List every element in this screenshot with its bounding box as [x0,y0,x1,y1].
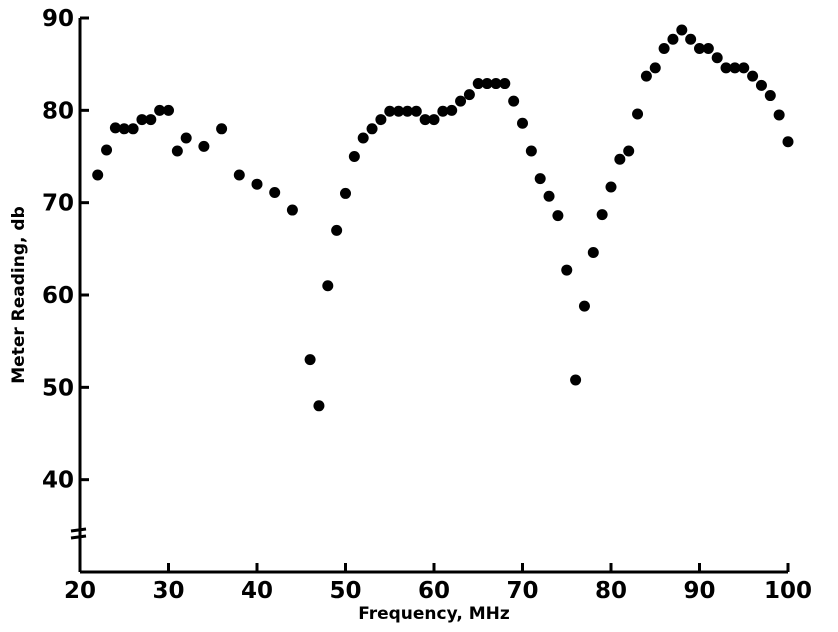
data-point [154,104,166,116]
data-point [384,105,396,117]
data-point [755,79,767,91]
data-point [676,24,688,36]
data-point [640,70,652,82]
x-tick-label: 30 [152,578,184,604]
y-tick-label: 90 [42,6,74,32]
data-point [694,42,705,54]
data-point [233,169,245,181]
data-point [304,354,316,366]
y-tick-label: 40 [42,468,74,494]
data-point [570,374,582,386]
data-point [490,78,502,90]
data-point [764,90,776,102]
data-point [499,78,511,90]
data-point [747,70,759,82]
data-point [587,247,599,259]
data-point [773,109,785,121]
data-point [534,173,546,185]
data-point [614,153,626,165]
data-point [561,264,573,276]
y-axis-label: Meter Reading, db [9,206,29,383]
data-point [286,204,298,216]
data-point [348,151,360,162]
data-point [552,210,564,222]
data-point [101,144,113,156]
data-point [738,62,750,74]
axes [70,18,788,574]
data-point [472,78,484,90]
data-point [419,114,431,126]
data-point [216,123,228,135]
data-point [720,62,732,74]
y-ticks: 40 50 60 70 80 90 [42,6,89,494]
data-point [269,187,281,199]
x-tick-label: 90 [683,578,715,604]
axis-break-mark [70,534,87,540]
data-point [428,114,440,126]
y-tick-label: 70 [42,191,74,217]
data-point [685,33,697,45]
data-point [163,104,174,116]
data-point [446,104,458,116]
data-point [357,132,369,144]
data-point [92,169,104,181]
data-point [393,105,405,117]
data-point [667,33,679,45]
data-point [525,145,537,157]
data-point [366,123,378,135]
y-tick-label: 60 [42,283,74,309]
data-point [109,122,121,134]
data-point [658,42,670,54]
data-point [118,123,130,135]
data-point [340,187,351,199]
data-point [198,140,210,152]
data-point [463,89,475,101]
data-point [180,132,192,144]
data-point [729,62,741,74]
data-point [136,114,148,126]
x-tick-label: 50 [329,578,361,604]
data-point [632,108,644,120]
data-point [322,280,334,292]
x-tick-label: 60 [418,578,450,604]
data-point [711,52,723,64]
data-point [578,300,590,312]
data-point [702,42,714,54]
data-point [517,117,528,129]
x-tick-label: 20 [64,578,96,604]
data-point [782,136,794,148]
data-point [145,114,157,126]
data-point [543,190,555,202]
data-points [92,24,794,412]
data-point [437,105,449,117]
x-ticks: 20 30 40 50 60 70 80 90 100 [64,563,812,604]
data-point [508,95,520,107]
data-point [375,114,387,126]
data-point [481,78,493,90]
y-tick-label: 50 [42,375,74,401]
axis-break-mark [70,527,87,533]
data-point [455,95,467,107]
data-point [401,105,413,117]
y-axis-break-marker [70,527,87,540]
x-axis-label: Frequency, MHz [358,604,510,624]
data-point [313,400,325,412]
data-point [596,209,608,221]
y-tick-label: 80 [42,98,74,124]
x-tick-label: 40 [241,578,273,604]
data-point [331,224,343,236]
data-point [127,123,139,135]
data-point [251,178,263,190]
data-point [649,62,661,74]
data-point [171,145,183,157]
x-tick-label: 80 [595,578,627,604]
x-tick-label: 100 [764,578,812,604]
data-point [410,105,422,117]
data-point [623,145,635,157]
data-point [605,181,617,193]
x-tick-label: 70 [506,578,538,604]
